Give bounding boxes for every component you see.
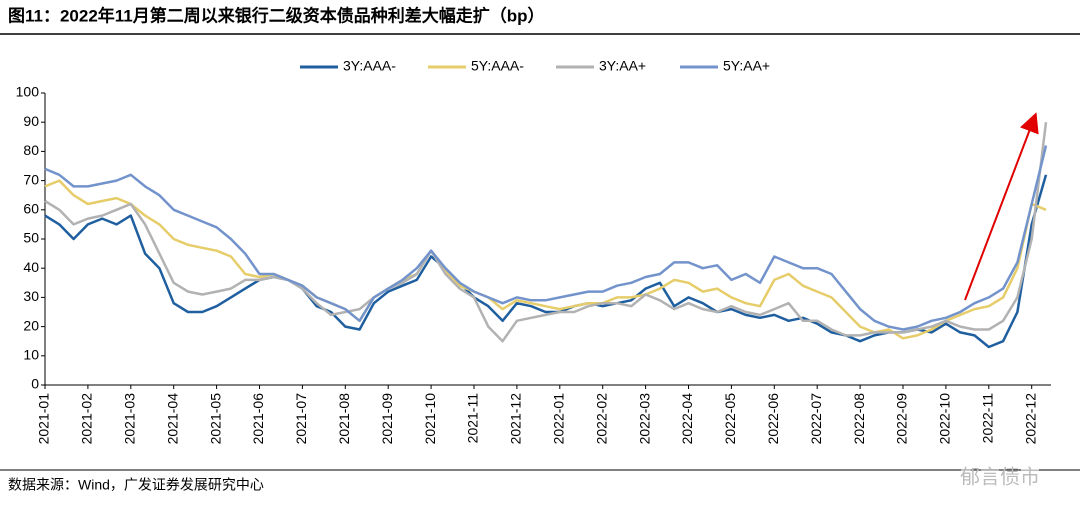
x-tick-label: 2021-03 bbox=[122, 393, 138, 445]
x-tick-label: 2021-07 bbox=[293, 393, 309, 445]
x-tick-label: 2021-04 bbox=[164, 393, 180, 445]
y-tick-label: 80 bbox=[23, 142, 39, 158]
x-tick-label: 2022-09 bbox=[894, 393, 910, 445]
legend-label: 5Y:AAA- bbox=[471, 58, 524, 74]
y-tick-label: 0 bbox=[31, 376, 39, 392]
x-tick-label: 2021-05 bbox=[207, 393, 223, 445]
y-tick-label: 40 bbox=[23, 259, 39, 275]
legend-label: 3Y:AA+ bbox=[599, 58, 646, 74]
x-tick-label: 2022-12 bbox=[1022, 393, 1038, 445]
x-tick-label: 2022-07 bbox=[808, 393, 824, 445]
x-tick-label: 2021-09 bbox=[379, 393, 395, 445]
y-tick-label: 100 bbox=[16, 84, 40, 100]
x-tick-label: 2021-10 bbox=[422, 393, 438, 445]
x-tick-label: 2021-06 bbox=[250, 393, 266, 445]
y-tick-label: 60 bbox=[23, 201, 39, 217]
y-tick-label: 10 bbox=[23, 347, 39, 363]
x-tick-label: 2022-02 bbox=[593, 393, 609, 445]
x-tick-label: 2021-12 bbox=[508, 393, 524, 445]
x-tick-label: 2022-04 bbox=[679, 393, 695, 445]
legend-label: 5Y:AA+ bbox=[723, 58, 770, 74]
x-tick-label: 2022-11 bbox=[980, 393, 996, 444]
x-tick-label: 2021-11 bbox=[465, 393, 481, 444]
y-tick-label: 30 bbox=[23, 288, 39, 304]
series-line bbox=[44, 122, 1048, 343]
y-tick-label: 70 bbox=[23, 171, 39, 187]
x-tick-label: 2021-08 bbox=[336, 393, 352, 445]
y-tick-label: 90 bbox=[23, 113, 39, 129]
y-tick-label: 20 bbox=[23, 317, 39, 333]
x-tick-label: 2021-02 bbox=[79, 393, 95, 445]
x-tick-label: 2021-01 bbox=[36, 393, 52, 445]
arrow bbox=[964, 112, 1039, 301]
x-tick-label: 2022-03 bbox=[636, 393, 652, 445]
series-line bbox=[44, 174, 1048, 349]
x-tick-label: 2022-10 bbox=[937, 393, 953, 445]
y-tick-label: 50 bbox=[23, 230, 39, 246]
chart-title: 图11：2022年11月第二周以来银行二级资本债品种利差大幅走扩（bp） bbox=[8, 5, 545, 25]
watermark: 郁言债市 bbox=[960, 465, 1040, 488]
legend-label: 3Y:AAA- bbox=[343, 58, 396, 74]
x-tick-label: 2022-08 bbox=[851, 393, 867, 445]
x-tick-label: 2022-01 bbox=[551, 393, 567, 445]
x-tick-label: 2022-05 bbox=[722, 393, 738, 445]
source: 数据来源：Wind，广发证券发展研究中心 bbox=[8, 477, 264, 493]
series-line bbox=[44, 145, 1048, 331]
x-tick-label: 2022-06 bbox=[765, 393, 781, 445]
